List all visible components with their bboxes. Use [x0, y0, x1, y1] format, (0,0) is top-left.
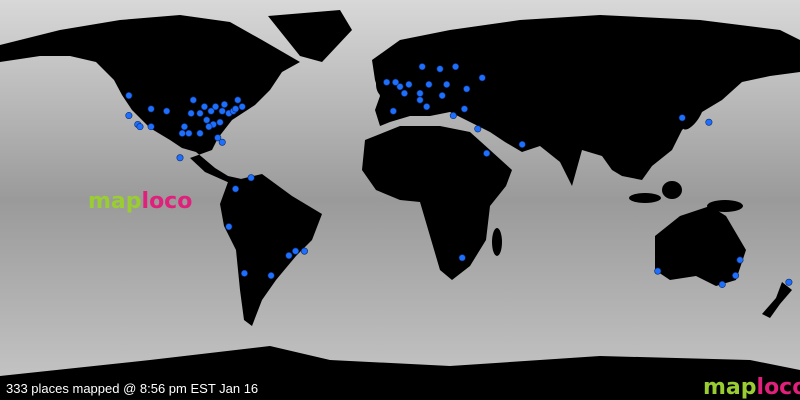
place-dot [285, 252, 293, 260]
place-dot [392, 78, 400, 86]
place-dot [654, 267, 662, 275]
land [0, 10, 800, 400]
place-dot [136, 123, 144, 131]
place-dot [218, 107, 226, 115]
place-dot [389, 107, 397, 115]
place-dot [425, 80, 433, 88]
place-dot [216, 118, 224, 126]
logo[interactable]: maploco [703, 375, 800, 400]
place-dot [478, 74, 486, 82]
place-dot [396, 83, 404, 91]
place-dot [189, 96, 197, 104]
place-dot [180, 123, 188, 131]
place-dot [460, 105, 468, 113]
place-dot [147, 123, 155, 131]
place-dot [196, 109, 204, 117]
place-dot [732, 272, 740, 280]
place-dot [185, 129, 193, 137]
place-dot [232, 185, 240, 193]
place-dot [292, 247, 300, 255]
place-dot [234, 96, 242, 104]
place-dot [416, 96, 424, 104]
place-dot [458, 254, 466, 262]
place-dot [218, 138, 226, 146]
place-dot [436, 65, 444, 73]
place-dot [300, 247, 308, 255]
place-dot [416, 89, 424, 97]
place-dot [147, 105, 155, 113]
place-dot [405, 80, 413, 88]
place-dot [207, 107, 215, 115]
place-dot [418, 63, 426, 71]
places [125, 63, 793, 288]
place-dot [212, 103, 220, 111]
place-dot [200, 103, 208, 111]
logo-loco: loco [757, 375, 800, 400]
caption: 333 places mapped @ 8:56 pm EST Jan 16 [6, 381, 258, 396]
place-dot [518, 140, 526, 148]
place-dot [443, 80, 451, 88]
place-dot [196, 129, 204, 137]
place-dot [163, 107, 171, 115]
place-dot [718, 280, 726, 288]
place-dot [463, 85, 471, 93]
place-dot [214, 134, 222, 142]
place-dot [240, 269, 248, 277]
logo-map: map [88, 189, 142, 214]
place-dot [220, 100, 228, 108]
sumatra [629, 193, 661, 203]
place-dot [785, 278, 793, 286]
place-dot [705, 118, 713, 126]
new-zealand [762, 282, 792, 318]
logo-loco: loco [142, 189, 193, 214]
africa [362, 126, 512, 280]
greenland [268, 10, 352, 62]
antarctica [0, 346, 800, 400]
place-dot [736, 256, 744, 264]
place-dot [438, 92, 446, 100]
place-dot [232, 105, 240, 113]
place-dot [400, 89, 408, 97]
north-america [0, 15, 300, 184]
new-guinea [707, 200, 743, 212]
place-dot [474, 125, 482, 133]
place-dot [247, 174, 255, 182]
place-dot [176, 154, 184, 162]
place-dot [125, 112, 133, 120]
place-dot [678, 114, 686, 122]
place-dot [423, 103, 431, 111]
place-dot [449, 112, 457, 120]
place-dot [383, 78, 391, 86]
place-dot [187, 109, 195, 117]
madagascar [492, 228, 502, 256]
place-dot [205, 123, 213, 131]
south-america [220, 174, 322, 326]
eurasia [372, 15, 800, 186]
logo-map: map [703, 375, 757, 400]
place-dot [483, 149, 491, 157]
place-dot [203, 116, 211, 124]
australia [655, 206, 746, 286]
place-dot [452, 63, 460, 71]
place-dot [125, 92, 133, 100]
place-dot [267, 272, 275, 280]
japan [682, 102, 704, 130]
borneo [662, 181, 682, 199]
britain [376, 72, 390, 96]
place-dot [178, 129, 186, 137]
place-dot [238, 103, 246, 111]
logo-watermark: maploco [88, 189, 192, 214]
place-dot [225, 223, 233, 231]
